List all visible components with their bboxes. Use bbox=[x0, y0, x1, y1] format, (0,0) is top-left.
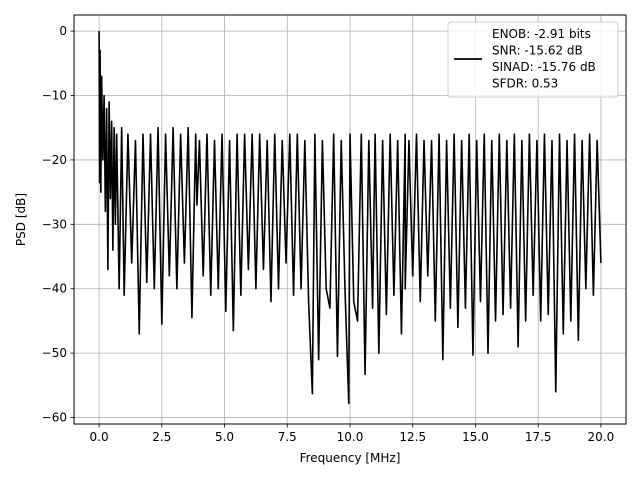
series-layer bbox=[98, 31, 602, 405]
y-tick-label: −50 bbox=[42, 346, 67, 360]
legend-text-sfdr: SFDR: 0.53 bbox=[492, 77, 558, 91]
legend-text-sinad: SINAD: -15.76 dB bbox=[492, 60, 596, 74]
x-tick-label: 20.0 bbox=[588, 430, 615, 444]
y-tick-label: −30 bbox=[42, 217, 67, 231]
x-tick-label: 10.0 bbox=[337, 430, 364, 444]
y-tick-label: −10 bbox=[42, 89, 67, 103]
legend-text-enob: ENOB: -2.91 bits bbox=[492, 27, 591, 41]
y-tick-label: −20 bbox=[42, 153, 67, 167]
legend-box bbox=[447, 21, 619, 98]
x-tick-label: 17.5 bbox=[525, 430, 552, 444]
tick-layer: 0.0 2.5 5.0 7.5 10.0 12.5 15.0 17.5 20.0 0 −10 −20 −… bbox=[42, 24, 615, 444]
x-tick-label: 12.5 bbox=[399, 430, 426, 444]
y-tick-label: 0 bbox=[59, 24, 67, 38]
x-tick-label: 15.0 bbox=[462, 430, 489, 444]
y-tick-label: −40 bbox=[42, 282, 67, 296]
psd-series-line bbox=[98, 31, 602, 405]
x-tick-label: 0.0 bbox=[90, 430, 109, 444]
x-axis-label: Frequency [MHz] bbox=[300, 451, 401, 465]
y-axis-label: PSD [dB] bbox=[14, 193, 28, 246]
legend-text-snr: SNR: -15.62 dB bbox=[492, 44, 583, 58]
x-tick-label: 7.5 bbox=[278, 430, 297, 444]
x-tick-label: 5.0 bbox=[215, 430, 234, 444]
y-tick-label: −60 bbox=[42, 411, 67, 425]
legend: ENOB: -2.91 bits SNR: -15.62 dB SINAD: -… bbox=[447, 21, 619, 98]
x-tick-label: 2.5 bbox=[152, 430, 171, 444]
